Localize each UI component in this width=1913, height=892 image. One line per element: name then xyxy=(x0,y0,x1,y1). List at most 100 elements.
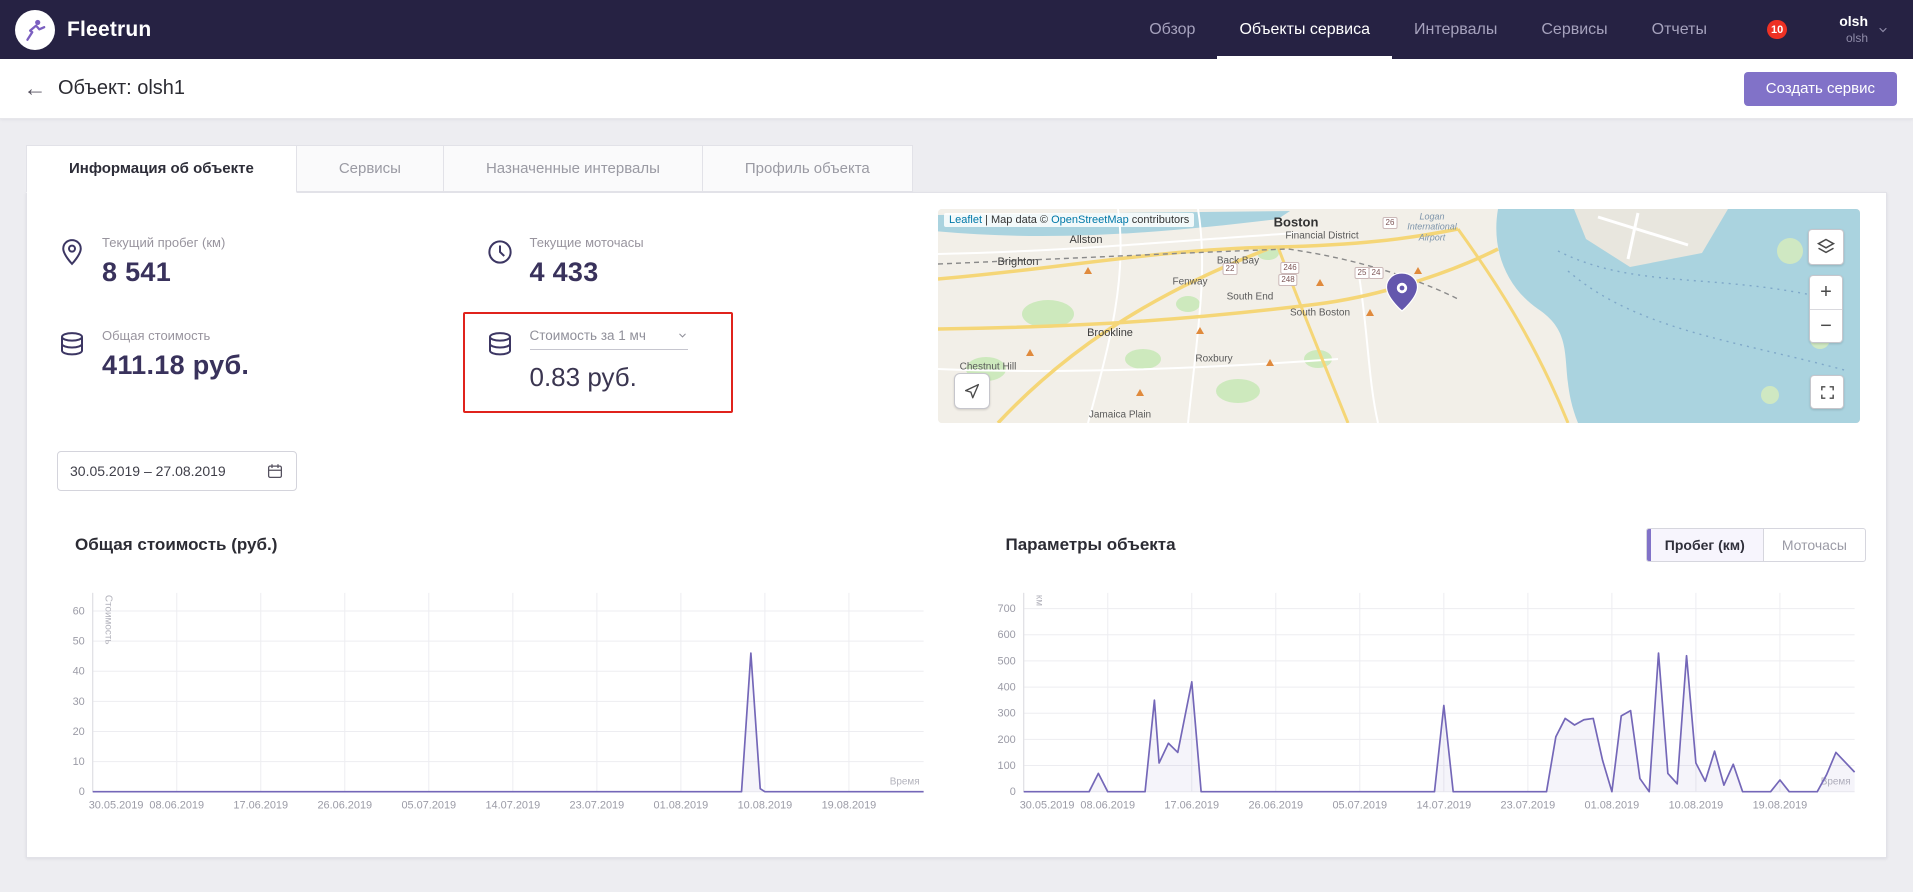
brand: Fleetrun xyxy=(0,0,151,59)
stat-current-mileage: Текущий пробег (км) 8 541 xyxy=(57,235,485,288)
cost-per-hour-highlight-box: Стоимость за 1 мч 0.83 руб. xyxy=(463,312,733,413)
svg-text:200: 200 xyxy=(997,734,1015,746)
parameters-chart: 010020030040050060070030.05.201908.06.20… xyxy=(978,579,1873,831)
coins-icon xyxy=(485,330,515,360)
leaflet-map[interactable]: BostonFinancial DistrictBack BayFenwaySo… xyxy=(938,209,1860,423)
svg-text:700: 700 xyxy=(997,603,1015,615)
svg-text:14.07.2019: 14.07.2019 xyxy=(1416,800,1471,812)
layers-icon xyxy=(1816,237,1836,257)
svg-text:10.08.2019: 10.08.2019 xyxy=(738,800,793,812)
user-menu[interactable]: olsh olsh xyxy=(1839,13,1889,46)
zoom-out-button[interactable]: − xyxy=(1810,309,1842,342)
map-route-badge: 24 xyxy=(1369,267,1384,279)
svg-text:26.06.2019: 26.06.2019 xyxy=(317,800,372,812)
nav-item-services[interactable]: Сервисы xyxy=(1519,0,1629,59)
object-header: ← Объект: olsh1 Создать сервис xyxy=(0,59,1913,119)
tab-object-profile[interactable]: Профиль объекта xyxy=(703,145,913,192)
svg-text:0: 0 xyxy=(1009,786,1015,798)
cost-metric-select-value: Стоимость за 1 мч xyxy=(530,328,646,343)
svg-text:01.08.2019: 01.08.2019 xyxy=(1584,800,1639,812)
toggle-engine-hours[interactable]: Моточасы xyxy=(1763,529,1865,561)
svg-text:Стоимость: Стоимость xyxy=(103,595,114,645)
user-name: olsh xyxy=(1839,13,1868,31)
parameters-chart-block: Параметры объекта Пробег (км) Моточасы 0… xyxy=(978,527,1873,831)
svg-text:40: 40 xyxy=(73,666,85,678)
parameter-toggle: Пробег (км) Моточасы xyxy=(1646,528,1866,562)
svg-text:14.07.2019: 14.07.2019 xyxy=(485,800,540,812)
fleetrun-logo-icon xyxy=(15,10,55,50)
coins-icon xyxy=(57,330,87,360)
engine-hours-clock-icon xyxy=(485,237,515,267)
date-range-input[interactable]: 30.05.2019 – 27.08.2019 xyxy=(57,451,297,491)
toggle-mileage[interactable]: Пробег (км) xyxy=(1647,529,1763,561)
stat-label: Текущие моточасы xyxy=(530,235,644,250)
svg-text:100: 100 xyxy=(997,760,1015,772)
zoom-in-button[interactable]: + xyxy=(1810,276,1842,309)
osm-link[interactable]: OpenStreetMap xyxy=(1051,214,1129,226)
nav-item-service-objects[interactable]: Объекты сервиса xyxy=(1217,0,1392,59)
stat-value: 411.18 руб. xyxy=(102,350,249,381)
stat-value: 8 541 xyxy=(102,257,225,288)
stat-label: Текущий пробег (км) xyxy=(102,235,225,250)
charts-row: Общая стоимость (руб.) 010203040506030.0… xyxy=(27,491,1886,831)
create-service-button[interactable]: Создать сервис xyxy=(1744,72,1897,106)
nav-item-intervals[interactable]: Интервалы xyxy=(1392,0,1519,59)
svg-text:08.06.2019: 08.06.2019 xyxy=(149,800,204,812)
map-route-badge: 26 xyxy=(1383,217,1398,229)
tab-object-info[interactable]: Информация об объекте xyxy=(26,145,297,193)
map-route-badge: 246 xyxy=(1280,262,1299,274)
main-content: Информация об объекте Сервисы Назначенны… xyxy=(0,119,1913,858)
nav-item-overview[interactable]: Обзор xyxy=(1127,0,1217,59)
brand-name: Fleetrun xyxy=(67,18,151,42)
svg-text:17.06.2019: 17.06.2019 xyxy=(1164,800,1219,812)
map-layers-button[interactable] xyxy=(1808,229,1844,265)
fullscreen-icon xyxy=(1819,384,1836,401)
svg-text:01.08.2019: 01.08.2019 xyxy=(654,800,709,812)
locate-arrow-icon xyxy=(963,382,981,400)
user-account: olsh xyxy=(1839,31,1868,46)
stat-engine-hours: Текущие моточасы 4 433 xyxy=(485,235,913,288)
svg-text:600: 600 xyxy=(997,629,1015,641)
svg-text:17.06.2019: 17.06.2019 xyxy=(233,800,288,812)
svg-text:26.06.2019: 26.06.2019 xyxy=(1248,800,1303,812)
svg-text:19.08.2019: 19.08.2019 xyxy=(822,800,877,812)
cost-metric-select[interactable]: Стоимость за 1 мч xyxy=(530,328,688,350)
map-zoom-control: + − xyxy=(1809,275,1843,343)
svg-text:0: 0 xyxy=(79,786,85,798)
svg-text:300: 300 xyxy=(997,708,1015,720)
map-fullscreen-button[interactable] xyxy=(1810,375,1844,409)
svg-text:Время: Время xyxy=(890,777,920,788)
svg-text:30.05.2019: 30.05.2019 xyxy=(1019,800,1074,812)
map-pin-icon xyxy=(57,237,87,267)
svg-text:19.08.2019: 19.08.2019 xyxy=(1752,800,1807,812)
map-route-badge: 22 xyxy=(1223,263,1238,275)
stats-grid: Текущий пробег (км) 8 541 Текущие моточа… xyxy=(57,209,912,423)
svg-text:10: 10 xyxy=(73,756,85,768)
cost-chart: 010203040506030.05.201908.06.201917.06.2… xyxy=(47,579,942,831)
notification-badge[interactable]: 10 xyxy=(1767,20,1787,39)
svg-text:60: 60 xyxy=(73,605,85,617)
svg-text:05.07.2019: 05.07.2019 xyxy=(401,800,456,812)
tab-assigned-intervals[interactable]: Назначенные интервалы xyxy=(444,145,703,192)
svg-text:05.07.2019: 05.07.2019 xyxy=(1332,800,1387,812)
chevron-down-icon xyxy=(1877,24,1889,36)
cost-per-hour-value: 0.83 руб. xyxy=(530,362,688,393)
svg-text:км: км xyxy=(1033,595,1044,606)
cost-chart-title: Общая стоимость (руб.) xyxy=(75,535,277,555)
overview-row: Текущий пробег (км) 8 541 Текущие моточа… xyxy=(27,193,1886,423)
leaflet-link[interactable]: Leaflet xyxy=(949,214,982,226)
map-locate-button[interactable] xyxy=(954,373,990,409)
svg-text:50: 50 xyxy=(73,636,85,648)
tab-services[interactable]: Сервисы xyxy=(297,145,444,192)
nav-item-reports[interactable]: Отчеты xyxy=(1630,0,1729,59)
stat-value: 4 433 xyxy=(530,257,644,288)
cost-chart-block: Общая стоимость (руб.) 010203040506030.0… xyxy=(47,527,942,831)
svg-text:20: 20 xyxy=(73,726,85,738)
svg-text:23.07.2019: 23.07.2019 xyxy=(570,800,625,812)
map-route-badge: 248 xyxy=(1278,274,1297,286)
map-route-badge: 25 xyxy=(1355,267,1370,279)
map-graphic xyxy=(938,209,1860,423)
back-button[interactable]: ← xyxy=(18,75,52,102)
object-tabs: Информация об объекте Сервисы Назначенны… xyxy=(26,145,1887,192)
stat-total-cost: Общая стоимость 411.18 руб. xyxy=(57,328,485,413)
